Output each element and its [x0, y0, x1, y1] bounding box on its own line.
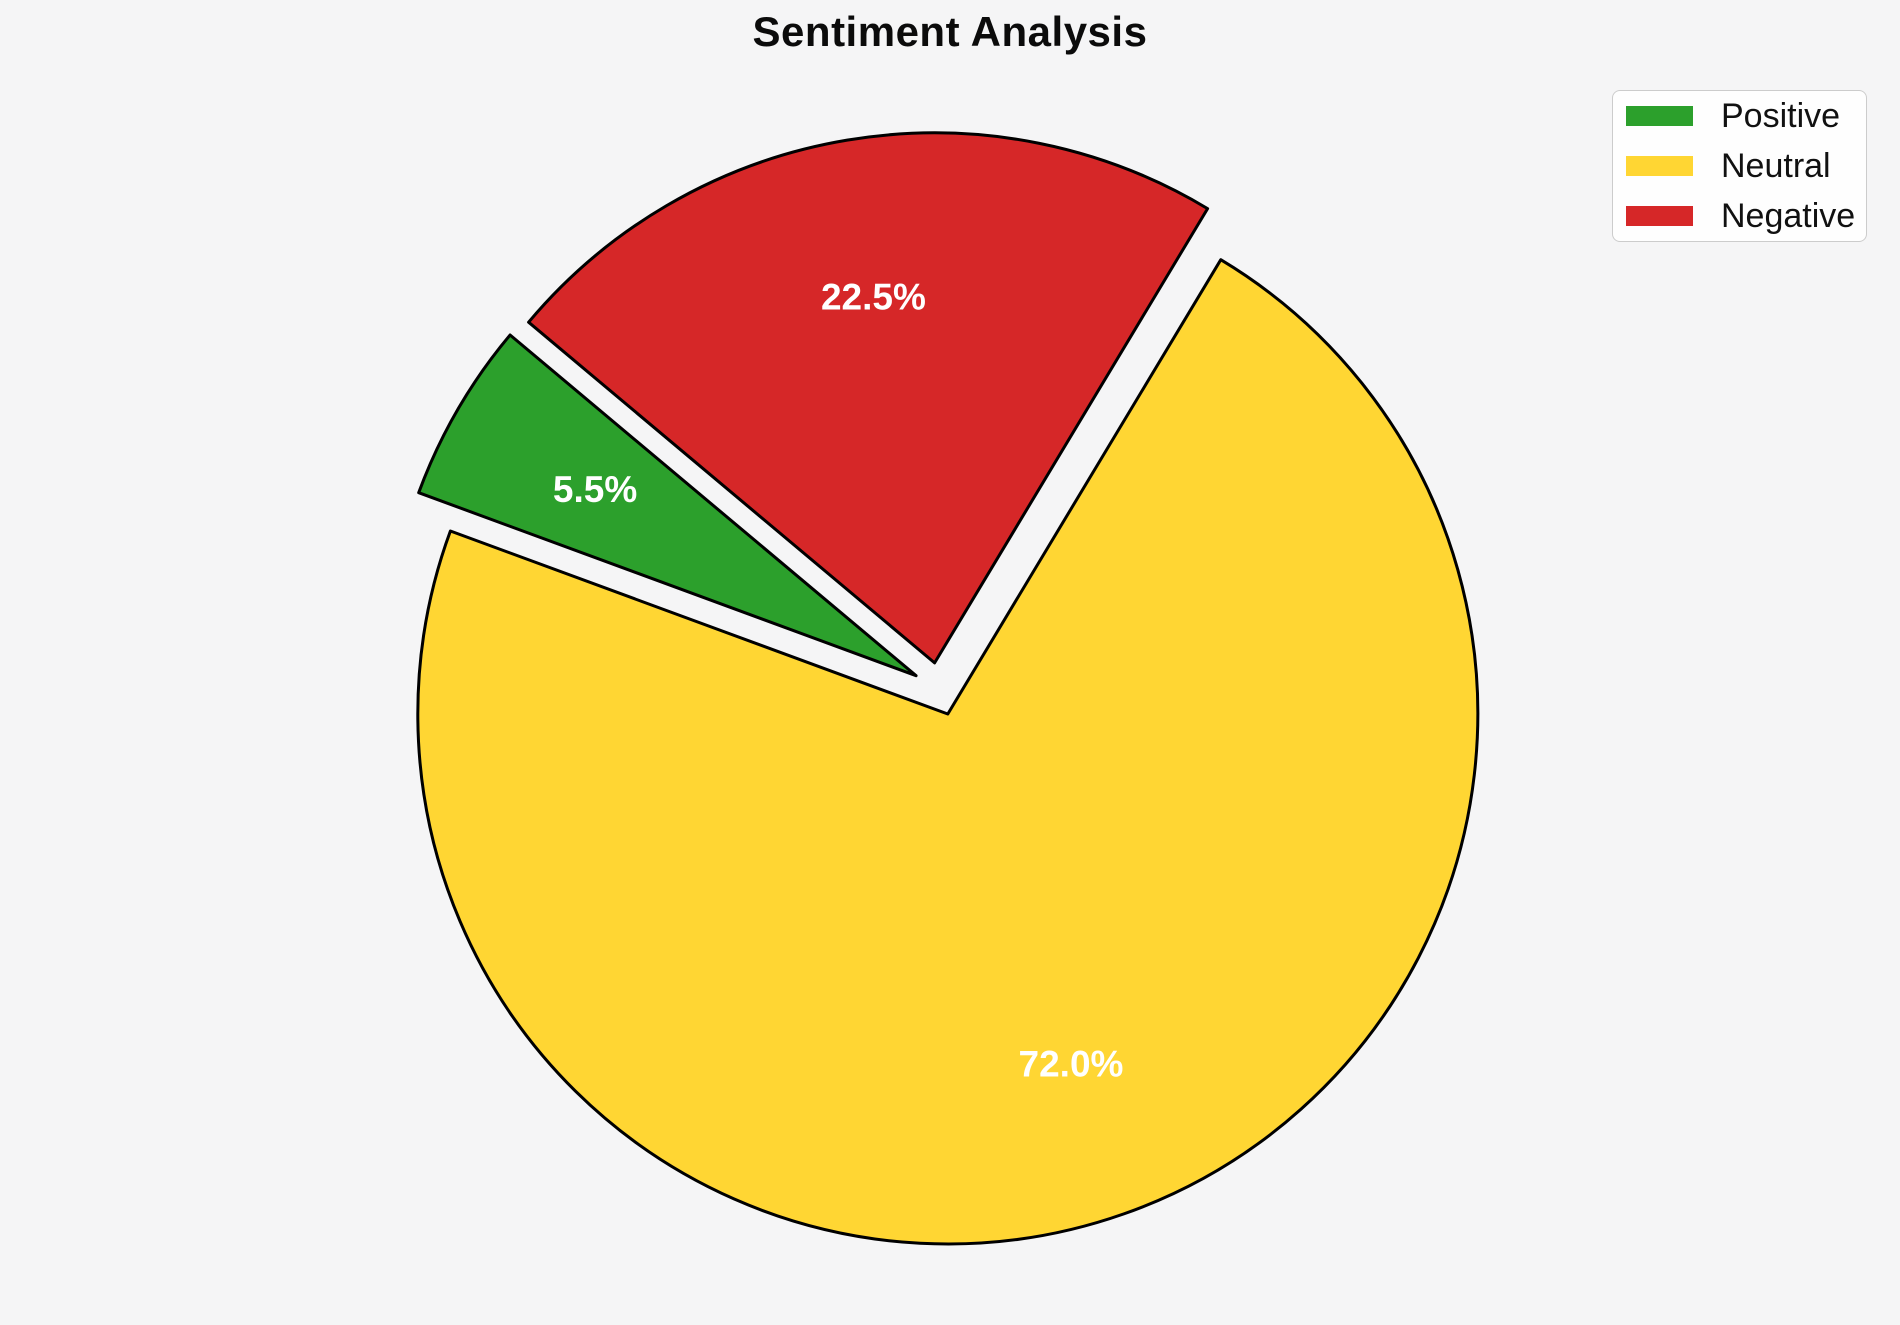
- pct-label-neutral: 72.0%: [1019, 1043, 1124, 1084]
- pie-slice-neutral: [416, 258, 1480, 1246]
- legend-label-negative: Negative: [1721, 196, 1856, 235]
- legend-swatch-positive: [1626, 106, 1693, 126]
- legend-row-positive: Positive: [1613, 91, 1866, 141]
- pie-slice-positive: [417, 333, 918, 678]
- pct-label-positive: 5.5%: [553, 469, 637, 510]
- pct-label-negative: 22.5%: [821, 277, 926, 318]
- legend-row-negative: Negative: [1613, 191, 1866, 241]
- legend-label-neutral: Neutral: [1721, 146, 1831, 185]
- legend-swatch-negative: [1626, 206, 1693, 226]
- legend-swatch-neutral: [1626, 156, 1693, 176]
- chart-title: Sentiment Analysis: [752, 8, 1148, 55]
- pie-slice-negative: [527, 131, 1210, 665]
- legend-label-positive: Positive: [1721, 96, 1841, 135]
- legend: Positive Neutral Negative: [1612, 90, 1867, 242]
- legend-row-neutral: Neutral: [1613, 141, 1866, 191]
